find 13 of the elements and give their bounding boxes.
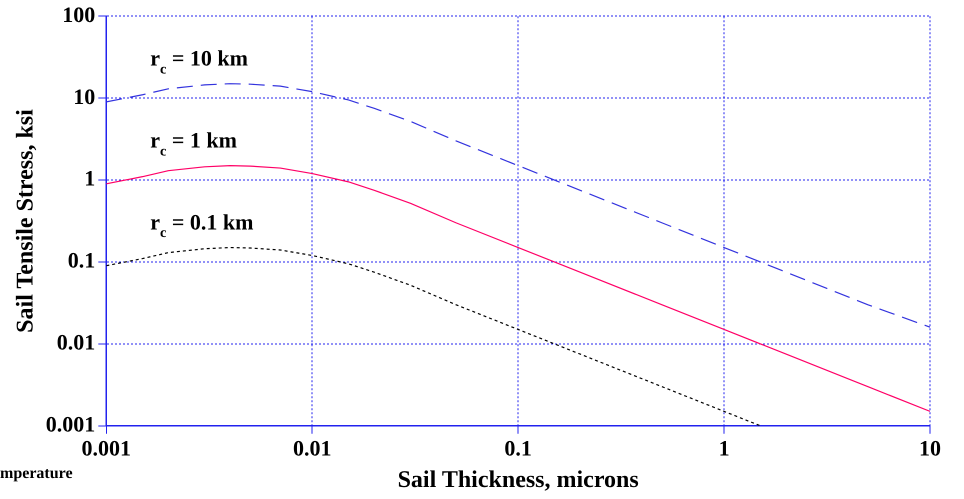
x-axis-title: Sail Thickness, microns [398, 466, 639, 493]
x-tick-label: 0.01 [292, 436, 332, 461]
x-tick-label: 1 [718, 436, 730, 461]
y-tick-label: 0.001 [46, 411, 96, 436]
x-tick-label: 10 [919, 436, 941, 461]
x-tick-label: 0.1 [504, 436, 532, 461]
y-axis-title: Sail Tensile Stress, ksi [12, 108, 39, 333]
y-tick-label: 100 [62, 2, 96, 27]
y-tick-label: 0.01 [56, 330, 96, 355]
y-tick-label: 0.1 [68, 248, 96, 273]
y-tick-label: 10 [73, 84, 96, 109]
y-tick-label: 1 [84, 166, 96, 191]
text: mperature [0, 465, 73, 483]
